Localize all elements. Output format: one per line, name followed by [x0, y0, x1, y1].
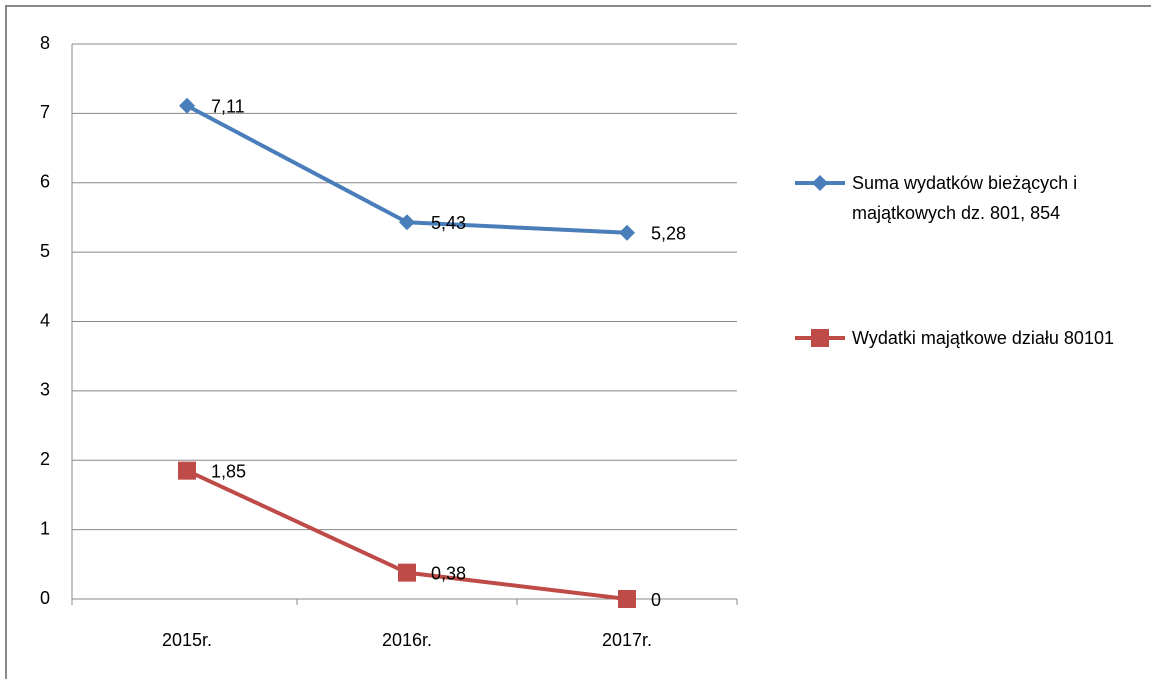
- legend-label: Suma wydatków bieżących i majątkowych dz…: [852, 173, 1078, 223]
- point: [398, 563, 416, 582]
- x-tick-label: 2017r.: [602, 630, 652, 650]
- data-label: 5,28: [651, 223, 686, 243]
- legend-label: Wydatki majątkowe działu 80101: [852, 328, 1114, 348]
- y-tick-label: 4: [40, 310, 50, 330]
- y-tick-label: 6: [40, 172, 50, 192]
- y-tick-label: 5: [40, 241, 50, 261]
- data-label: 0: [651, 590, 661, 610]
- point: [178, 461, 196, 480]
- series-line: [186, 103, 628, 235]
- y-tick-label: 2: [40, 449, 50, 469]
- y-tick-label: 7: [40, 102, 50, 122]
- point: [619, 224, 635, 241]
- legend-marker: [811, 329, 829, 347]
- x-tick-label: 2016r.: [382, 630, 432, 650]
- data-label: 7,11: [211, 96, 245, 116]
- data-label: 0,38: [431, 563, 466, 583]
- legend-marker: [812, 175, 828, 191]
- y-tick-label: 0: [40, 588, 50, 608]
- point: [618, 590, 636, 608]
- data-label: 1,85: [211, 461, 246, 481]
- y-tick-label: 8: [40, 33, 50, 53]
- data-label: 5,43: [431, 213, 466, 233]
- point: [399, 214, 415, 231]
- y-tick-label: 3: [40, 380, 50, 400]
- frame: [5, 5, 1151, 679]
- point: [179, 97, 195, 114]
- y-tick-label: 1: [40, 518, 50, 538]
- x-tick-label: 2015r.: [162, 630, 212, 650]
